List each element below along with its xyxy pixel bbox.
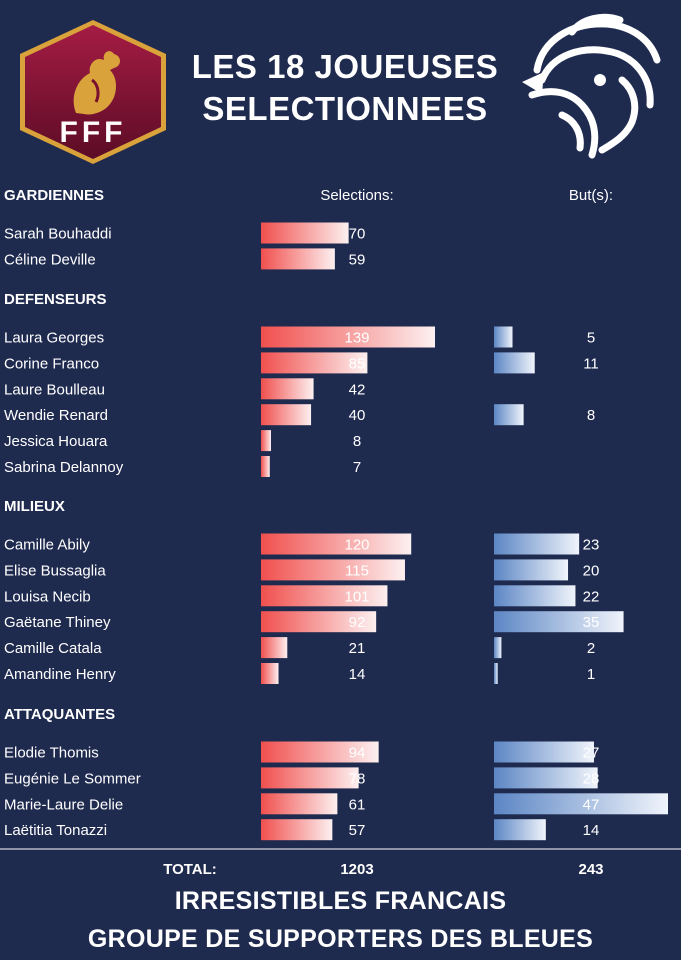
goals-bar bbox=[494, 741, 594, 763]
selections-label: 120 bbox=[344, 537, 369, 554]
selections-bar bbox=[261, 430, 272, 452]
goals-label: 35 bbox=[583, 614, 600, 631]
selections-bar bbox=[261, 559, 405, 581]
goals-label: 20 bbox=[583, 562, 600, 579]
selections-bar bbox=[261, 637, 288, 659]
selections-label: 115 bbox=[345, 562, 369, 579]
selections-label: 14 bbox=[349, 666, 366, 683]
player-name: Gaëtane Thiney bbox=[4, 614, 111, 631]
selections-bar bbox=[261, 767, 359, 789]
player-name: Corine Franco bbox=[4, 355, 99, 372]
column-header-selections: Selections: bbox=[320, 187, 393, 204]
goals-bar bbox=[494, 585, 576, 607]
total-label: TOTAL: bbox=[163, 861, 217, 878]
selections-label: 57 bbox=[349, 822, 366, 839]
fff-crest-logo: FFF bbox=[20, 20, 166, 164]
selections-label: 42 bbox=[349, 381, 366, 398]
player-name: Camille Catala bbox=[4, 640, 102, 657]
goals-bar bbox=[494, 533, 580, 555]
title-line-2: SELECTIONNEES bbox=[202, 90, 488, 127]
group-heading: GARDIENNES bbox=[4, 187, 104, 204]
selections-label: 85 bbox=[349, 355, 366, 372]
goals-label: 47 bbox=[583, 796, 600, 813]
footer-line-2: GROUPE DE SUPPORTERS DES BLEUES bbox=[87, 925, 594, 953]
goals-bar bbox=[494, 663, 498, 684]
selections-label: 61 bbox=[349, 796, 366, 813]
selections-label: 59 bbox=[349, 251, 366, 268]
selections-bar bbox=[261, 819, 333, 841]
selections-bar bbox=[261, 404, 312, 426]
selections-bar bbox=[261, 222, 349, 244]
title-line-1: LES 18 JOUEUSES bbox=[191, 48, 499, 85]
goals-bar bbox=[494, 326, 513, 348]
player-name: Wendie Renard bbox=[4, 407, 108, 424]
selections-bar bbox=[261, 352, 368, 374]
player-name: Louisa Necib bbox=[4, 588, 91, 605]
selections-label: 70 bbox=[349, 226, 366, 243]
selections-bar bbox=[261, 378, 314, 400]
rooster-head-icon bbox=[522, 13, 661, 159]
selections-bar bbox=[261, 533, 412, 555]
selections-bar bbox=[261, 663, 279, 684]
selections-label: 101 bbox=[344, 588, 369, 605]
player-name: Elise Bussaglia bbox=[4, 562, 106, 579]
goals-label: 14 bbox=[583, 822, 600, 839]
column-header-goals: But(s): bbox=[569, 187, 613, 204]
selections-bar bbox=[261, 326, 435, 348]
footer-line-1: IRRESISTIBLES FRANCAIS bbox=[174, 887, 507, 915]
total-goals: 243 bbox=[578, 861, 603, 878]
goals-label: 1 bbox=[587, 666, 595, 683]
goals-bar bbox=[494, 404, 524, 426]
selections-label: 40 bbox=[349, 407, 366, 424]
goals-bar bbox=[494, 793, 668, 815]
selections-label: 8 bbox=[353, 433, 361, 450]
player-name: Sabrina Delannoy bbox=[4, 459, 124, 476]
goals-bar bbox=[494, 819, 546, 841]
group-heading: ATTAQUANTES bbox=[4, 706, 115, 723]
goals-label: 2 bbox=[587, 640, 595, 657]
goals-label: 11 bbox=[583, 355, 599, 372]
selections-bar bbox=[261, 741, 379, 763]
goals-bar bbox=[494, 559, 569, 581]
goals-label: 28 bbox=[583, 770, 600, 787]
goals-bar bbox=[494, 767, 598, 789]
player-name: Elodie Thomis bbox=[4, 745, 99, 762]
selections-label: 94 bbox=[349, 745, 366, 762]
total-selections: 1203 bbox=[340, 861, 373, 878]
selections-bar bbox=[261, 456, 270, 477]
goals-label: 5 bbox=[587, 330, 595, 347]
goals-bar bbox=[494, 352, 535, 374]
crest-text: FFF bbox=[60, 116, 127, 149]
player-name: Laure Boulleau bbox=[4, 381, 105, 398]
selections-label: 92 bbox=[349, 614, 366, 631]
player-name: Laura Georges bbox=[4, 330, 104, 347]
goals-bar bbox=[494, 637, 502, 659]
player-name: Marie-Laure Delie bbox=[4, 796, 123, 813]
player-name: Laëtitia Tonazzi bbox=[4, 822, 107, 839]
selections-label: 7 bbox=[353, 459, 361, 476]
player-name: Camille Abily bbox=[4, 537, 90, 554]
selections-label: 78 bbox=[349, 770, 366, 787]
selections-bar bbox=[261, 248, 335, 270]
goals-bar bbox=[494, 611, 624, 633]
gold-rooster-icon bbox=[73, 51, 120, 115]
player-name: Amandine Henry bbox=[4, 666, 116, 683]
group-heading: MILIEUX bbox=[4, 498, 65, 515]
goals-label: 23 bbox=[583, 537, 600, 554]
group-heading: DEFENSEURS bbox=[4, 291, 107, 308]
player-name: Sarah Bouhaddi bbox=[4, 226, 112, 243]
player-name: Céline Deville bbox=[4, 251, 96, 268]
selections-bar bbox=[261, 585, 388, 607]
selections-label: 139 bbox=[344, 330, 369, 347]
selections-bar bbox=[261, 611, 377, 633]
page-title: LES 18 JOUEUSES SELECTIONNEES bbox=[160, 46, 530, 130]
goals-label: 8 bbox=[587, 407, 595, 424]
player-name: Jessica Houara bbox=[4, 433, 108, 450]
selections-label: 21 bbox=[349, 640, 366, 657]
goals-label: 27 bbox=[583, 745, 600, 762]
selections-bar bbox=[261, 793, 338, 815]
goals-label: 22 bbox=[583, 588, 600, 605]
player-name: Eugénie Le Sommer bbox=[4, 770, 141, 787]
